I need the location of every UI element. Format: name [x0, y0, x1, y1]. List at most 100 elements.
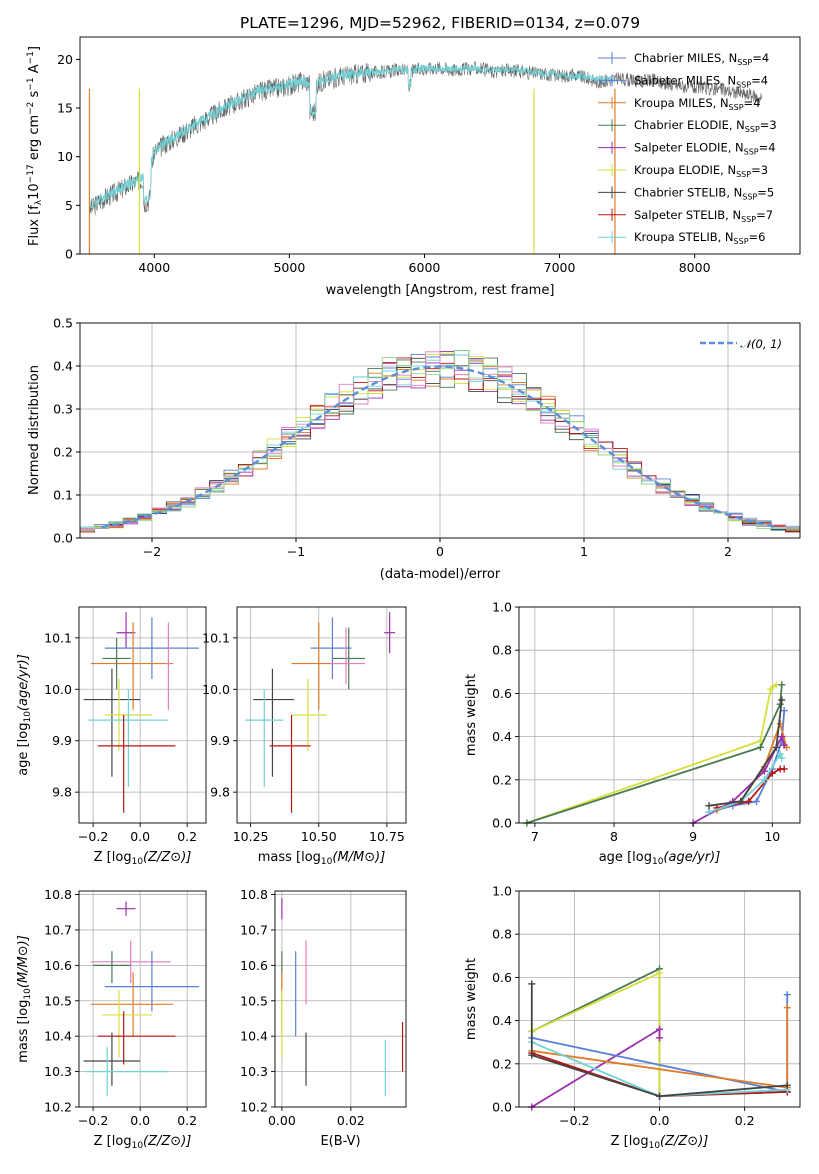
y-tick-label: 10.1 — [202, 630, 230, 645]
x-tick-label: 0.00 — [268, 1113, 296, 1128]
x-tick-label: 0.2 — [735, 1113, 755, 1128]
y-tick-label: 10.7 — [240, 922, 268, 937]
legend-entry: Chabrier MILES, NSSP=4 — [634, 51, 769, 67]
weight-marker — [757, 744, 764, 751]
errorbar-point — [93, 951, 131, 983]
y-tick-label: 10.2 — [240, 1100, 268, 1115]
y-tick-label: 0.2 — [53, 445, 73, 460]
residuals-ylabel: Normed distribution — [27, 365, 42, 495]
errorbar-point — [91, 622, 173, 709]
y-tick-label: 0.6 — [492, 970, 512, 985]
x-tick-label: 10.75 — [369, 829, 405, 844]
errorbar-point — [253, 669, 294, 777]
errorbar-point — [384, 612, 395, 653]
errorbar-point — [332, 628, 365, 690]
y-tick-label: 9.8 — [210, 785, 230, 800]
errorbar-point — [98, 1011, 176, 1064]
errorbar-point — [103, 990, 152, 1057]
y-tick-label: 0.2 — [492, 1056, 512, 1071]
y-tick-label: 9.9 — [52, 733, 72, 748]
spectrum-xlabel: wavelength [Angstrom, rest frame] — [326, 283, 555, 298]
legend-entry: Kroupa STELIB, NSSP=6 — [634, 230, 765, 246]
x-tick-label: 8000 — [679, 260, 711, 275]
legend-entry: Salpeter MILES, NSSP=4 — [634, 73, 768, 89]
x-tick-label: 0.2 — [177, 1113, 197, 1128]
axis-ylabel: age [log10(age/yr)] — [16, 654, 33, 776]
axis-xlabel: Z [log10(Z/Z⊙)] — [94, 850, 192, 867]
y-tick-label: 0.0 — [492, 1100, 512, 1115]
y-tick-label: 0.0 — [492, 816, 512, 831]
weight-marker — [781, 766, 788, 773]
errorbar-point — [270, 715, 311, 813]
axis-ylabel: mass weight — [464, 958, 479, 1040]
y-tick-label: 15 — [57, 101, 73, 116]
y-tick-label: 10.4 — [240, 1029, 268, 1044]
errorbar-point — [311, 617, 352, 679]
y-tick-label: 10.2 — [44, 1100, 72, 1115]
y-tick-label: 10.4 — [44, 1029, 72, 1044]
weight-marker — [656, 1093, 663, 1100]
x-tick-label: 0.0 — [130, 1113, 150, 1128]
spectrum-ylabel: Flux [fλ10−17 erg cm−2 s−1 A−1] — [26, 46, 44, 246]
errorbar-point — [86, 1047, 168, 1097]
y-tick-label: 20 — [57, 52, 73, 67]
weight-marker — [656, 1034, 663, 1041]
x-tick-label: −1 — [287, 544, 305, 559]
y-tick-label: 0.4 — [492, 729, 512, 744]
x-tick-label: −2 — [143, 544, 161, 559]
panel-spectrum: PLATE=1296, MJD=52962, FIBERID=0134, z=0… — [26, 14, 800, 298]
errorbar-point — [91, 941, 171, 983]
x-tick-label: 1 — [580, 544, 588, 559]
y-tick-label: 0 — [65, 247, 73, 262]
errorbar-point — [292, 679, 327, 751]
weight-marker — [705, 809, 712, 816]
x-tick-label: 9 — [689, 829, 697, 844]
x-tick-label: 0.02 — [337, 1113, 365, 1128]
x-tick-label: 0.0 — [650, 1113, 670, 1128]
errorbar-point — [84, 669, 140, 777]
y-tick-label: 10.6 — [240, 958, 268, 973]
y-tick-label: 0.8 — [492, 927, 512, 942]
y-tick-label: 10.7 — [44, 922, 72, 937]
errorbar-point — [292, 622, 341, 709]
weight-marker — [753, 798, 760, 805]
y-tick-label: 9.8 — [52, 785, 72, 800]
x-tick-label: 10.25 — [233, 829, 269, 844]
axis-xlabel: age [log10(age/yr)] — [599, 850, 721, 867]
axis-ylabel: mass weight — [464, 674, 479, 756]
y-tick-label: 10.5 — [240, 993, 268, 1008]
legend-entry: Kroupa ELODIE, NSSP=3 — [634, 163, 768, 179]
x-tick-label: 7 — [531, 829, 539, 844]
y-tick-label: 10.8 — [44, 887, 72, 902]
x-tick-label: 10.50 — [301, 829, 337, 844]
weight-line — [532, 973, 660, 1096]
y-tick-label: 5 — [65, 198, 73, 213]
x-tick-label: 2 — [724, 544, 732, 559]
x-tick-label: 0.2 — [177, 829, 197, 844]
y-tick-label: 1.0 — [492, 884, 512, 899]
y-tick-label: 10.3 — [44, 1064, 72, 1079]
legend-entry: Kroupa MILES, NSSP=4 — [634, 96, 760, 112]
weight-marker — [528, 980, 535, 987]
errorbar-point — [330, 628, 365, 685]
axis-xlabel: Z [log10(Z/Z⊙)] — [611, 1134, 709, 1151]
legend-entry: Chabrier STELIB, NSSP=5 — [634, 185, 774, 201]
y-tick-label: 0.8 — [492, 643, 512, 658]
x-tick-label: 0 — [436, 544, 444, 559]
errorbar-point — [88, 689, 168, 787]
y-tick-label: 10.1 — [44, 630, 72, 645]
x-tick-label: 4000 — [138, 260, 170, 275]
axis-xlabel: Z [log10(Z/Z⊙)] — [94, 1134, 192, 1151]
x-tick-label: 8 — [610, 829, 618, 844]
weight-line — [532, 1029, 660, 1107]
legend-entry: Chabrier ELODIE, NSSP=3 — [634, 118, 777, 134]
weight-marker — [784, 991, 791, 998]
errorbar-point — [166, 622, 171, 709]
x-tick-label: 7000 — [544, 260, 576, 275]
